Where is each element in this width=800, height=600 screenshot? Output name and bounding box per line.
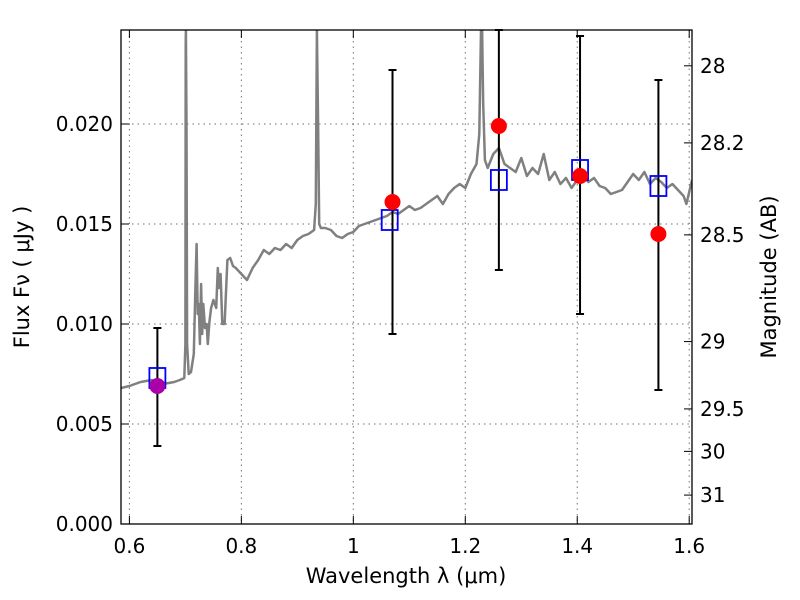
right-tick-label: 29.5: [700, 397, 745, 421]
y-tick-label: 0.015: [56, 212, 113, 236]
right-tick-label: 28: [700, 54, 725, 78]
right-tick-label: 29: [700, 330, 725, 354]
model-photometry-square: [380, 209, 399, 231]
observed-flux-point: [650, 226, 667, 242]
x-tick-label: 0.6: [113, 534, 145, 558]
right-axis-title: Magnitude (AB): [757, 195, 781, 358]
observed-flux-point: [572, 168, 589, 184]
x-tick-label: 1.6: [673, 534, 705, 558]
x-tick-label: 1.2: [449, 534, 481, 558]
x-tick-label: 1: [347, 534, 360, 558]
data-marks: [148, 29, 668, 447]
right-tick-label: 30: [700, 439, 725, 463]
model-spectrum-line: [121, 30, 692, 390]
observed-flux-point: [149, 378, 166, 394]
axis-ticks: 0.6 0.8 1 1.2 1.4 1.6 0.000 0.005 0.010 0.015 0.02…: [56, 30, 745, 558]
right-tick-label: 28.2: [700, 131, 745, 155]
observed-flux-point: [384, 194, 401, 210]
x-tick-label: 1.4: [561, 534, 593, 558]
x-axis-title: Wavelength λ (μm): [306, 564, 507, 588]
model-photometry-square: [649, 175, 668, 197]
y-tick-label: 0.010: [56, 312, 113, 336]
y-tick-label: 0.000: [56, 512, 113, 536]
x-tick-label: 0.8: [225, 534, 257, 558]
model-photometry-square: [489, 169, 508, 191]
y-tick-label: 0.020: [56, 112, 113, 136]
observed-flux-point: [490, 118, 507, 134]
y-axis-title: Flux Fν ( μJy ): [10, 206, 34, 349]
right-tick-label: 28.5: [700, 223, 745, 247]
y-tick-label: 0.005: [56, 412, 113, 436]
plot-frame: [120, 29, 693, 525]
right-tick-label: 31: [700, 483, 725, 507]
